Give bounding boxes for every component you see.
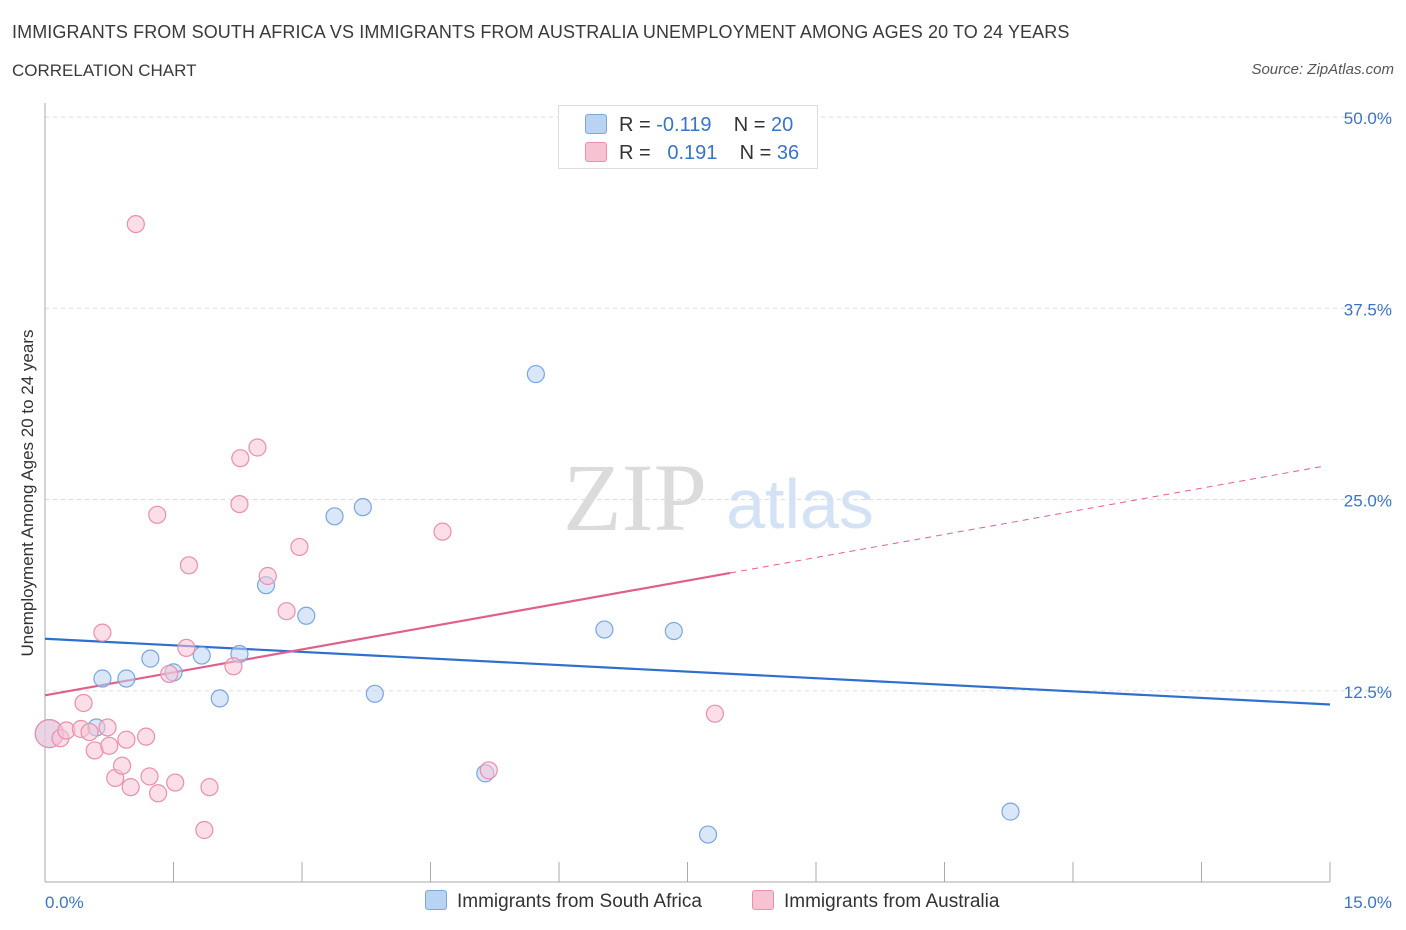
australia-trend-extension xyxy=(730,465,1326,574)
legend-swatch-blue xyxy=(425,890,447,910)
australia-point xyxy=(705,704,725,723)
australia-point xyxy=(166,773,185,792)
australia-point xyxy=(258,566,277,586)
south-africa-point xyxy=(93,669,112,688)
australia-point xyxy=(126,215,145,234)
south-africa-point xyxy=(353,498,372,517)
australia-point xyxy=(200,778,219,797)
legend-row-australia: R = 0.191 N = 36 xyxy=(585,142,799,165)
australia-point xyxy=(148,784,168,803)
australia-point xyxy=(277,602,296,621)
south-africa-point xyxy=(664,621,683,641)
australia-point xyxy=(160,664,179,684)
australia-point xyxy=(121,778,140,797)
south-africa-point xyxy=(192,646,211,665)
south-africa-point xyxy=(210,689,229,708)
australia-point xyxy=(179,556,199,575)
y-tick-label: 12.5% xyxy=(1344,683,1392,702)
x-tick-label: 15.0% xyxy=(1344,893,1392,912)
australia-point xyxy=(177,638,196,658)
south-africa-point xyxy=(698,825,718,844)
australia-point xyxy=(224,657,243,676)
australia-trend-line xyxy=(44,571,731,697)
australia-point xyxy=(93,623,112,642)
south-africa-point xyxy=(365,684,384,703)
australia-point xyxy=(230,494,249,514)
legend-swatch-pink xyxy=(752,890,774,910)
australia-point xyxy=(136,727,156,746)
legend-series-label: Immigrants from South Africa xyxy=(457,891,702,912)
x-tick-label: 0.0% xyxy=(45,893,84,912)
chart-title: IMMIGRANTS FROM SOUTH AFRICA VS IMMIGRAN… xyxy=(12,22,1070,42)
south-africa-point xyxy=(1001,802,1020,821)
legend-r-label: R = xyxy=(619,114,651,136)
australia-point xyxy=(479,761,498,780)
legend-n-label: N = xyxy=(733,114,766,136)
y-tick-label: 50.0% xyxy=(1344,109,1392,128)
y-tick-label: 37.5% xyxy=(1344,300,1392,319)
australia-point xyxy=(433,522,452,541)
chart-subtitle: CORRELATION CHART xyxy=(12,61,197,80)
source-label: Source: ZipAtlas.com xyxy=(1251,61,1394,78)
south-africa-point xyxy=(297,606,316,625)
legend-series-label: Immigrants from Australia xyxy=(784,891,1000,912)
legend-r-label: R = xyxy=(619,142,651,164)
australia-point xyxy=(112,756,132,775)
watermark-zip: ZIP xyxy=(563,444,707,551)
legend-n-value: 20 xyxy=(770,114,794,136)
australia-point xyxy=(140,767,159,786)
australia-point xyxy=(290,537,309,557)
y-tick-label: 25.0% xyxy=(1344,492,1392,511)
australia-point xyxy=(98,718,117,737)
australia-point xyxy=(74,693,93,713)
australia-point xyxy=(148,505,167,524)
legend-r-value: 0.191 xyxy=(667,142,718,164)
legend-swatch-pink xyxy=(585,142,607,162)
south-africa-point xyxy=(325,507,344,526)
south-africa-trend-line xyxy=(44,637,1331,706)
watermark-atlas: atlas xyxy=(726,465,874,543)
correlation-legend: R = -0.119 N = 20 R = 0.191 N = 36 xyxy=(558,105,818,169)
australia-point xyxy=(231,449,250,468)
legend-r-value: -0.119 xyxy=(656,114,712,136)
legend-item-south-africa: Immigrants from South Africa xyxy=(425,890,702,913)
australia-point xyxy=(100,736,119,755)
australia-point xyxy=(80,722,99,742)
legend-swatch-blue xyxy=(585,114,607,134)
south-africa-point xyxy=(526,364,545,384)
south-africa-point xyxy=(141,649,160,668)
australia-point xyxy=(195,820,214,840)
south-africa-point xyxy=(117,669,136,688)
legend-n-value: 36 xyxy=(776,142,800,164)
australia-point xyxy=(117,730,136,749)
australia-point xyxy=(248,438,267,457)
legend-item-australia: Immigrants from Australia xyxy=(752,890,999,913)
legend-n-label: N = xyxy=(739,142,772,164)
legend-row-south-africa: R = -0.119 N = 20 xyxy=(585,114,793,137)
south-africa-point xyxy=(595,620,614,639)
